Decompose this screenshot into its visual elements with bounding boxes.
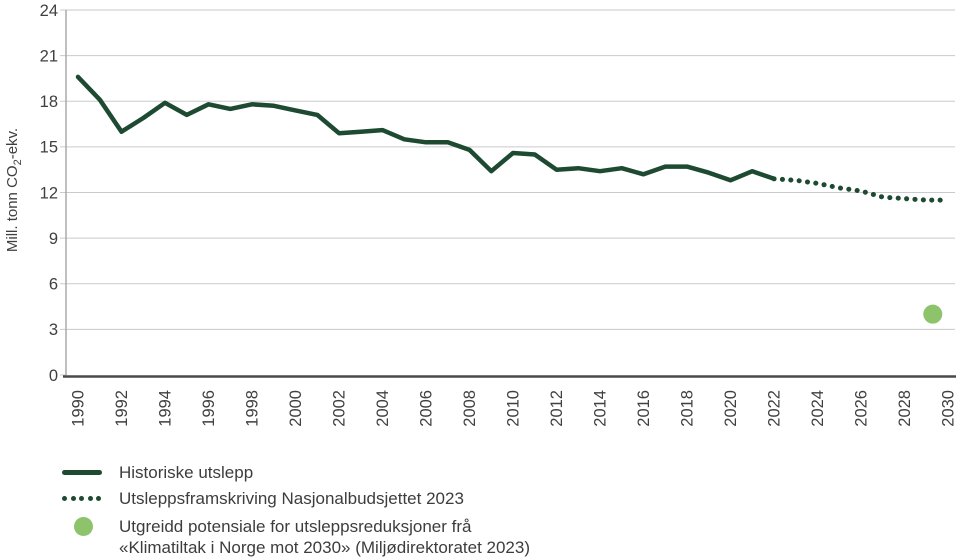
x-tick-label: 2010 bbox=[505, 390, 523, 427]
y-tick-label: 18 bbox=[40, 93, 58, 111]
emissions-chart: 0 3 6 9 12 15 18 21 24 1990 1992 1994 1996 1998 2000 20… bbox=[40, 2, 958, 427]
y-axis-title: Mill. tonn CO2-ekv. bbox=[4, 127, 24, 253]
legend-label-potential: Utgreidd potensiale for utsleppsreduksjo… bbox=[119, 516, 530, 558]
x-tick-label: 2006 bbox=[418, 390, 436, 427]
legend-label-historical: Historiske utslepp bbox=[119, 462, 254, 482]
y-tick-label: 12 bbox=[40, 184, 58, 202]
potential-dot bbox=[923, 304, 943, 324]
y-tick-label: 3 bbox=[49, 321, 58, 339]
dotted-line-swatch-icon bbox=[62, 495, 104, 501]
x-tick-label: 2018 bbox=[679, 390, 697, 427]
x-tick-label: 2020 bbox=[722, 390, 740, 427]
x-tick-label: 2014 bbox=[592, 390, 610, 427]
x-tick-label: 1998 bbox=[244, 390, 262, 427]
y-tick-label: 9 bbox=[49, 230, 58, 248]
legend-item-projection: Utsleppsframskriving Nasjonalbudsjettet … bbox=[62, 487, 464, 509]
legend-item-potential: Utgreidd potensiale for utsleppsreduksjo… bbox=[62, 516, 530, 558]
x-tick-label: 2016 bbox=[635, 390, 653, 427]
x-tick-label: 2004 bbox=[374, 390, 392, 427]
x-tick-label: 2002 bbox=[331, 390, 349, 427]
x-tick-label: 2026 bbox=[853, 390, 871, 427]
x-tick-label: 2012 bbox=[548, 390, 566, 427]
projection-line bbox=[771, 176, 951, 203]
x-tick-label: 2022 bbox=[766, 390, 784, 427]
x-tick-label: 2008 bbox=[461, 390, 479, 427]
historical-line bbox=[75, 74, 777, 183]
y-tick-label: 15 bbox=[40, 139, 58, 157]
x-tick-label: 1992 bbox=[113, 390, 131, 427]
solid-line-swatch-icon bbox=[62, 469, 104, 475]
legend-label-potential-line1: Utgreidd potensiale for utsleppsreduksjo… bbox=[119, 517, 472, 536]
x-tick-label: 2024 bbox=[809, 390, 827, 427]
x-tick-label: 1994 bbox=[157, 390, 175, 427]
chart-area: Mill. tonn CO2-ekv. 0 3 6 9 12 15 18 21 24 1990 19… bbox=[4, 2, 958, 427]
y-tick-label: 6 bbox=[49, 276, 58, 294]
y-tick-label: 24 bbox=[40, 2, 58, 20]
x-tick-label: 1990 bbox=[70, 390, 88, 427]
x-tick-label: 2000 bbox=[287, 390, 305, 427]
x-tick-label: 2030 bbox=[940, 390, 958, 427]
dot-swatch-icon bbox=[62, 517, 104, 536]
legend-label-projection: Utsleppsframskriving Nasjonalbudsjettet … bbox=[119, 488, 464, 508]
legend-item-historical: Historiske utslepp bbox=[62, 461, 253, 483]
legend-label-potential-line2: «Klimatiltak i Norge mot 2030» (Miljødir… bbox=[119, 538, 531, 557]
x-tick-label: 1996 bbox=[200, 390, 218, 427]
y-tick-label: 0 bbox=[49, 367, 58, 385]
y-tick-label: 21 bbox=[40, 47, 58, 65]
x-tick-label: 2028 bbox=[896, 390, 914, 427]
